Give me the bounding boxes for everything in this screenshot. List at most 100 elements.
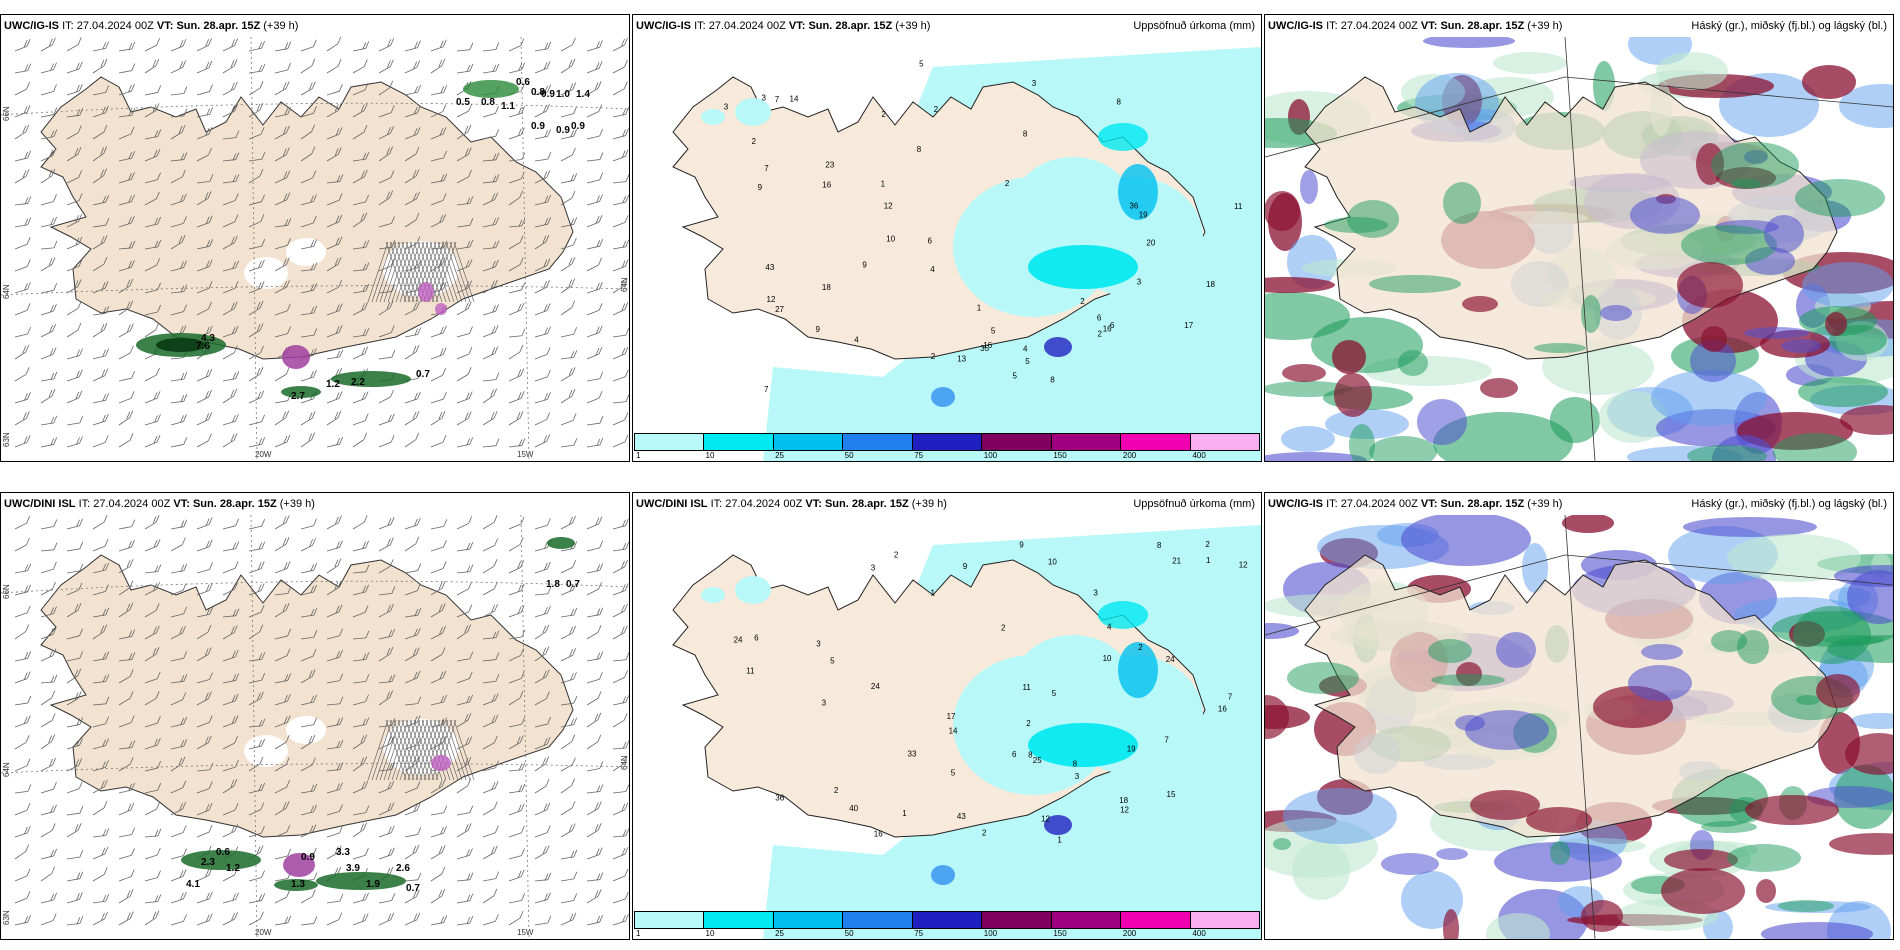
precip-value: 8 [1117,98,1122,107]
cloud-blob [1711,142,1799,188]
valid-time: Sun. 28.apr. 15Z [1440,498,1525,510]
cloud-blob [1443,182,1481,224]
graticule [1265,37,1893,461]
precip-value: 12 [1041,815,1050,824]
snow-area [181,850,261,870]
cloud-blob [1683,517,1817,537]
precip-value: 2 [1080,297,1085,306]
cloud-blob [1711,630,1747,652]
precip-value: 20 [1146,238,1155,247]
precip-value: 5 [1025,357,1030,366]
precip-value: 12 [1120,806,1129,815]
snow-area [156,338,206,352]
precip-value: 11 [1234,202,1243,211]
map-precip: 2 5 2 3 11 27 16 43 36 23 18 17 13 8 8 5 6 16 18 19 14 20 16 12… [633,37,1261,461]
precip-value: 14 [949,727,958,736]
cloud-blob [1839,84,1893,128]
cloud-blob [1628,665,1692,701]
model-name: UWC/DINI ISL [4,498,76,510]
cloud-blob [1470,790,1540,820]
precip-value: 2 [881,110,886,119]
precip-medium-area [1028,245,1138,289]
axis-tick-label: 20W [255,450,272,459]
cloud-blob [1347,200,1399,238]
cloud-blob [1778,900,1834,912]
snow-value: 0.9 [301,852,315,863]
precip-value: 40 [849,804,858,813]
it-prefix: IT: [1326,498,1341,510]
colorbar-swatch [635,434,705,450]
graticule [1,37,629,461]
axis-tick-label: 63N [2,910,11,925]
snow-value-labels: 1.8 0.7 0.62.3 1.2 0.9 3.3 3.9 2.6 1.3 1.9 0.7 4.1 [186,579,580,894]
it-prefix: IT: [78,498,94,510]
colorbar-label: 100 [983,929,998,938]
precip-value: 8 [1157,541,1162,550]
glacier-patch [286,238,326,266]
cloud-blob [1715,220,1779,234]
colorbar-labels: 1 10 25 50 75 100 150 200 400 [634,929,1260,939]
init-time: 27.04.2024 00Z [1340,20,1418,32]
cloud-blob [1324,217,1388,233]
axis-tick-label: 66N [2,106,11,121]
precip-value: 23 [825,160,834,169]
lead-time: (+39 h) [263,20,299,32]
lead-time: (+39 h) [1527,498,1563,510]
cloud-blob [1300,170,1318,204]
vt-prefix: VT: [788,20,809,32]
it-prefix: IT: [694,20,709,32]
cloud-blob [1369,436,1437,461]
cloud-blob [1716,167,1776,189]
cloud-blob [1265,623,1299,639]
precip-value: 10 [886,235,895,244]
precip-value: 4 [1107,623,1112,632]
snow-area [435,303,447,315]
snow-value: 4.3 [201,333,215,344]
precip-value: 2 [1138,643,1143,652]
precip-value: 3 [871,563,876,572]
colorbar-label: 200 [1122,929,1137,938]
precip-value: 6 [1012,750,1017,759]
cloud-blob [1265,277,1335,293]
cloud-blob [1798,377,1888,407]
cloud-blob [1581,900,1623,932]
valid-time: Sun. 28.apr. 15Z [176,20,261,32]
colorbar [634,433,1260,451]
cloud-blob [1401,515,1531,566]
init-time: 27.04.2024 00Z [708,20,786,32]
cloud-blob [1369,275,1461,293]
cloud-blob [1677,262,1743,308]
precip-value: 3 [1032,79,1037,88]
colorbar-label: 200 [1122,451,1137,460]
snow-value: 0.7 [416,369,430,380]
precip-value: 15 [1167,790,1176,799]
colorbar-label: 25 [775,929,785,938]
precip-medium-area [1098,601,1148,629]
panel-top-right-clouds: UWC/IG-IS IT: 27.04.2024 00Z VT: Sun. 28… [1264,14,1894,462]
snow-value: 0.8 [481,97,495,108]
field-title: Háský (gr.), miðský (fj.bl.) og lágský (… [1691,498,1887,510]
precip-value: 3 [1093,589,1098,598]
it-prefix: IT: [62,20,77,32]
precip-value: 17 [947,712,956,721]
cloud-blob [1744,327,1810,339]
vt-prefix: VT: [1420,20,1441,32]
colorbar-label: 1 [636,451,641,460]
init-time: 27.04.2024 00Z [1340,498,1418,510]
cloud-blob [1325,409,1409,439]
precip-heavy-area [1044,815,1072,835]
snow-value: 1.9 [366,879,380,890]
cloud-blob [1661,868,1745,914]
cloud-blob [1273,838,1291,850]
precip-medium-area [1098,123,1148,151]
cloud-blob [1522,543,1548,593]
precip-value: 12 [767,295,776,304]
colorbar-swatch [1190,434,1259,450]
cloud-blob [1737,630,1769,664]
snow-area [331,371,411,387]
colorbar-swatch [1121,912,1191,928]
cloud-blob [1731,179,1761,189]
snow-value: 2.6 [396,863,410,874]
map-clouds [1265,37,1893,461]
cloud-blob [1781,339,1821,353]
